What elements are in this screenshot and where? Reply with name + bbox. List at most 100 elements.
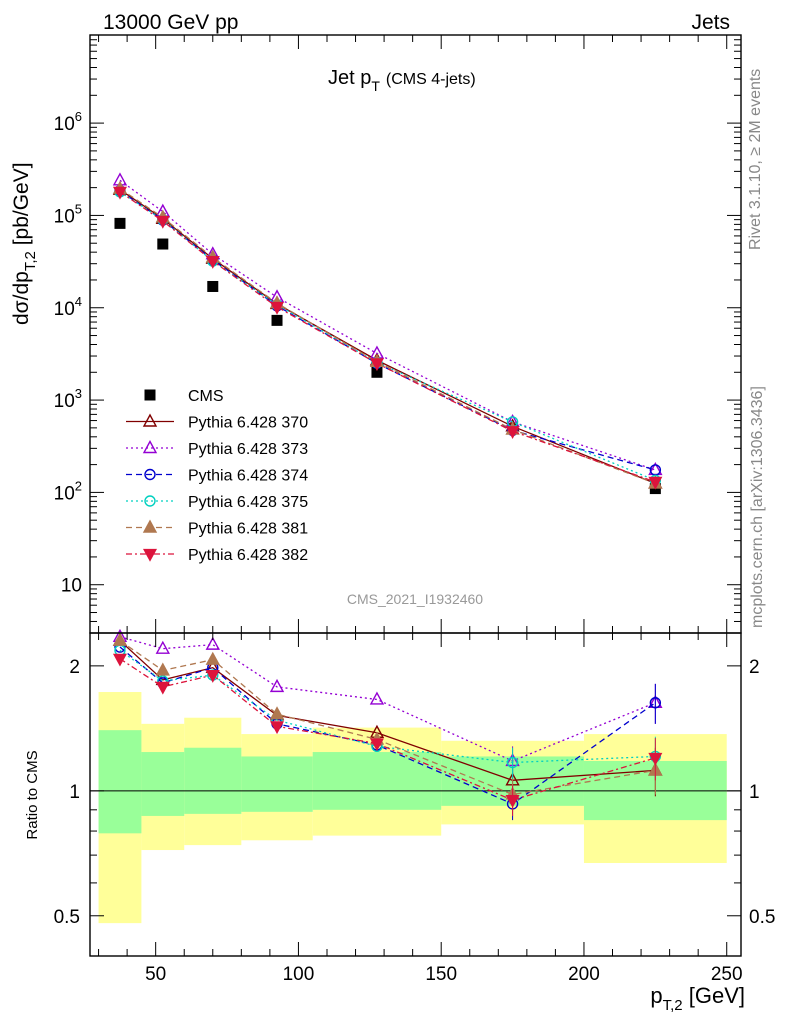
legend-marker [144,468,156,481]
legend-label: Pythia 6.428 375 [188,494,308,511]
uncertainty-bands [98,692,727,924]
main-y-tick-label-exponent: 2 [75,478,82,493]
xlabel-b: [GeV] [683,983,745,1008]
main-data-point [114,217,126,229]
main-y-tick-label: 102 [54,478,82,504]
ratio-y-tick-label: 2 [69,657,80,678]
legend-entry-2: Pythia 6.428 373 [126,440,308,458]
main-y-tick-label: 106 [54,109,82,135]
main-title-extra: (CMS 4-jets) [386,71,476,88]
legend-label: Pythia 6.428 370 [188,415,308,432]
main-data-point [648,476,663,490]
ratio-data-point [205,670,220,683]
ratio-y-tick-label-right: 2 [749,657,760,678]
ratio-y-tick-label-right: 0.5 [749,907,775,928]
x-tick-label: 150 [425,964,457,985]
main-data-point [155,215,170,229]
ratio-data-point [369,691,385,705]
legend-label: Pythia 6.428 382 [188,547,308,564]
legend-entry-1: Pythia 6.428 370 [126,413,308,432]
ratio-y-tick-label-right: 1 [749,782,760,803]
ratio-data-point [155,681,170,695]
main-y-tick-label: 103 [54,386,82,412]
legend-label: Pythia 6.428 373 [188,441,308,458]
x-tick-label: 50 [145,964,166,985]
header-right: Jets [691,11,730,34]
ratio-data-point [269,678,285,693]
main-ylabel-a: dσ/dp [10,271,33,325]
main-series-line [119,191,656,481]
ratio-data-point [649,697,662,709]
legend-entry-6: Pythia 6.428 382 [126,547,308,564]
xlabel: pT,2 [GeV] [650,983,745,1014]
main-y-tick-label: 104 [54,294,82,320]
legend-entry-5: Pythia 6.428 381 [126,519,308,538]
inner-band-bin [98,730,142,834]
main-title-subscript: T [371,78,380,94]
inner-band-bin [184,747,242,814]
rivet-version-text: Rivet 3.1.10, ≥ 2M events [747,69,764,250]
ratio-y-tick-label: 0.5 [54,907,80,928]
main-ylabel: dσ/dpT,2 [pb/GeV] [10,162,39,325]
legend-marker [142,413,158,427]
ratio-y-tick-label: 1 [69,782,80,803]
main-series-line [119,188,656,485]
main-data-point [205,256,220,269]
main-series-6 [112,186,663,490]
analysis-id: CMS_2021_I1932460 [347,591,483,607]
legend-marker [144,495,156,507]
ratio-data-point [270,721,285,735]
legend-marker [142,548,158,562]
main-series-3 [114,185,662,476]
inner-band-bin [312,752,442,810]
main-y-tick-label-exponent: 3 [75,386,82,401]
main-ylabel-b: [pb/GeV] [10,162,33,251]
main-y-tick-label-exponent: 6 [75,109,82,124]
main-title: Jet pT (CMS 4-jets) [328,67,476,94]
main-y-tick-label-base: 10 [61,576,82,597]
main-data-point [157,238,169,250]
legend-marker [142,519,158,533]
ratio-ylabel: Ratio to CMS [24,750,41,839]
ratio-data-point [506,756,519,769]
main-y-tick-label-base: 10 [54,114,75,135]
ratio-data-point [155,662,170,676]
ratio-data-point [155,640,170,654]
main-y-tick-label: 10 [61,576,82,597]
x-tick-label: 200 [568,964,600,985]
main-y-tick-label-base: 10 [54,299,75,320]
main-y-tick-label: 105 [54,201,82,227]
header-left: 13000 GeV pp [103,11,238,34]
legend-label: CMS [188,388,224,405]
legend-label: Pythia 6.428 381 [188,521,308,538]
main-series-layer [112,172,663,495]
legend-entry-4: Pythia 6.428 375 [126,494,308,511]
main-data-point [369,358,384,372]
main-data-point [371,366,383,378]
main-ylabel-sub: T,2 [22,251,39,271]
main-frame [89,34,742,634]
main-y-tick-label-base: 10 [54,483,75,504]
inner-band-bin [141,752,185,816]
main-y-tick-label-exponent: 4 [75,294,82,309]
ratio-data-point [205,636,220,650]
main-y-tick-label-exponent: 5 [75,201,82,216]
legend-label: Pythia 6.428 374 [188,468,308,485]
main-data-point [112,186,127,200]
ratio-data-point [205,651,220,665]
ratio-data-point [369,738,384,752]
legend-marker [142,440,158,454]
main-data-point [207,280,219,292]
main-data-point [505,426,520,439]
legend-marker [144,389,156,401]
main-title-text: Jet p [328,67,371,89]
ratio-series-5 [112,653,663,816]
main-series-line [119,191,656,483]
main-data-point [270,301,285,315]
x-tick-label: 250 [711,964,743,985]
legend: CMS Pythia 6.428 370 Pythia 6.428 373 Pythi… [126,388,308,564]
xlabel-a: p [650,983,662,1008]
main-y-tick-label-base: 10 [54,206,75,227]
